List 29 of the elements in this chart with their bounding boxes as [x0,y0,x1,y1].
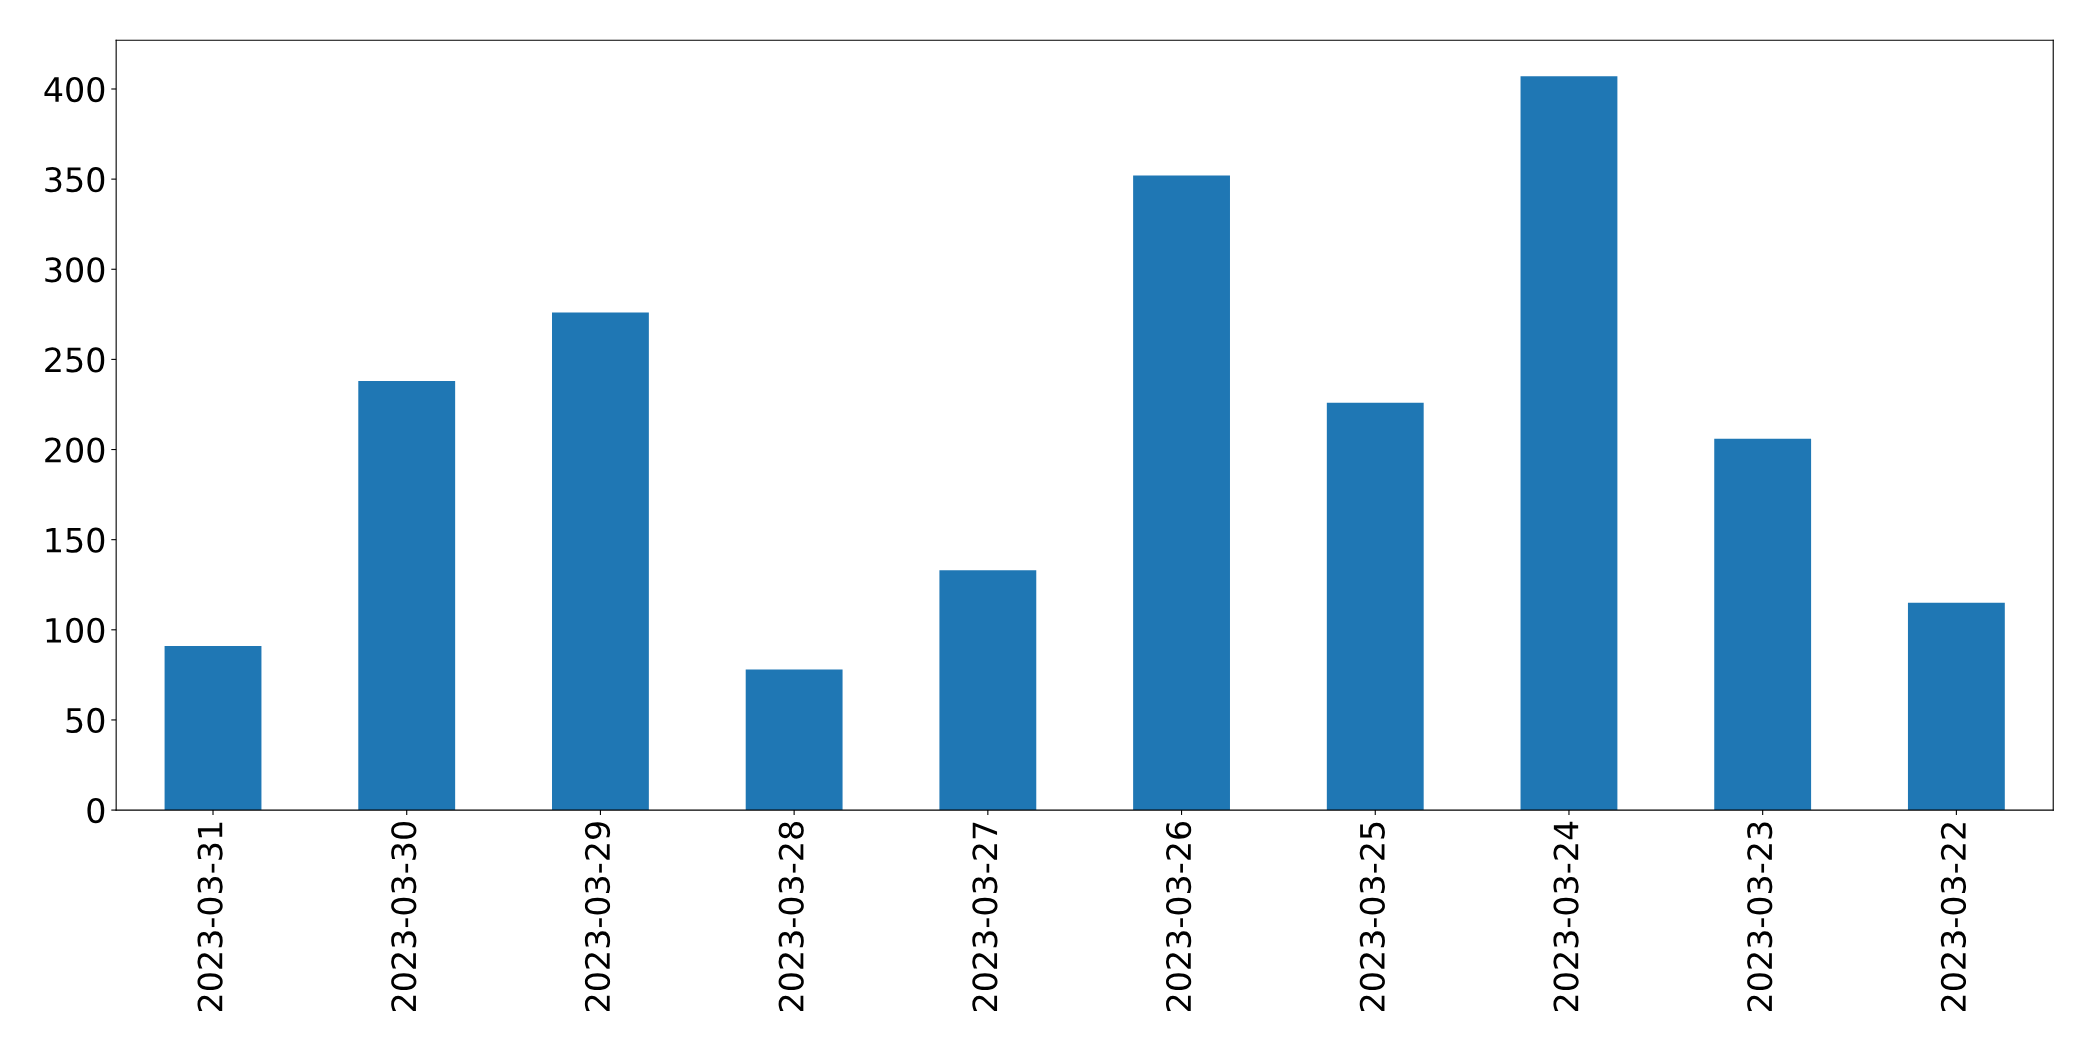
y-tick-label: 300 [45,257,105,283]
bar [745,669,843,811]
bar [1907,602,2005,811]
x-tick-label: 2023-03-26 [1166,821,1192,1012]
bar [552,312,649,811]
x-tick-label: 2023-03-28 [778,822,804,1012]
x-tick-label: 2023-03-23 [1747,822,1773,1012]
bar [1714,438,1812,811]
bar [358,381,456,811]
bar [1520,76,1618,811]
x-tick-label: 2023-03-31 [197,822,223,1012]
x-tick-label: 2023-03-30 [391,822,417,1012]
y-tick-label: 0 [87,798,105,824]
bar [939,570,1037,811]
x-tick-label: 2023-03-27 [972,822,998,1012]
y-tick-label: 200 [45,437,105,463]
y-tick-label: 50 [66,707,105,734]
y-tick-label: 400 [44,76,105,103]
y-tick-label: 100 [46,617,105,643]
y-tick-label: 250 [45,347,105,373]
bar [1133,175,1230,811]
x-tick-label: 2023-03-24 [1553,821,1579,1012]
y-tick-label: 350 [45,167,105,193]
x-tick-label: 2023-03-29 [584,822,611,1012]
y-tick-label: 150 [46,527,105,553]
bar [1326,402,1424,811]
bar [164,646,262,811]
x-tick-label: 2023-03-22 [1940,823,1967,1012]
x-tick-label: 2023-03-25 [1359,822,1385,1012]
